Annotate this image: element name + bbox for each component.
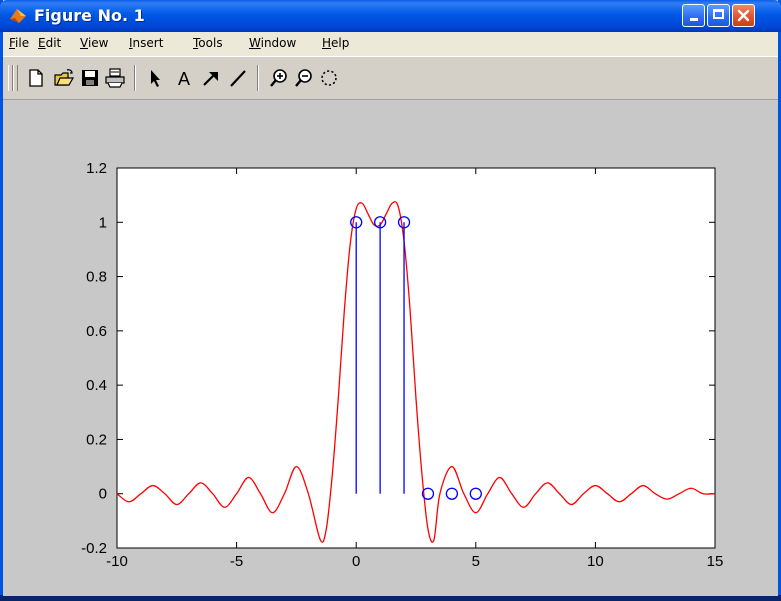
- menu-view[interactable]: View: [80, 36, 109, 50]
- minimize-icon: [689, 18, 698, 21]
- zoom-in-icon[interactable]: [268, 67, 290, 89]
- stem-marker: [469, 487, 482, 500]
- y-tick-label: 0.2: [86, 431, 107, 448]
- stem-marker: [350, 216, 363, 229]
- close-button[interactable]: [732, 4, 755, 27]
- reconstruction-curve: [116, 201, 716, 543]
- zoom-out-icon[interactable]: [293, 67, 315, 89]
- stem-marker: [373, 216, 387, 229]
- minimize-button[interactable]: [682, 4, 705, 27]
- y-tick-label: 0.6: [86, 323, 107, 340]
- menu-insert[interactable]: Insert: [129, 36, 164, 50]
- figure-canvas: -10 -5 0 5 10 15 -0.2 0 0.2 0.4 0.6 0.8 1 1.2: [3, 99, 778, 596]
- title-bar[interactable]: Figure No. 1: [0, 0, 781, 32]
- y-tick-label: -0.2: [81, 540, 107, 557]
- y-tick-label: 0.8: [86, 269, 107, 286]
- x-tick-label: 0: [352, 553, 360, 570]
- close-icon: [737, 9, 750, 22]
- new-icon[interactable]: [25, 67, 47, 89]
- toolbar-separator: [134, 65, 136, 91]
- matlab-icon: [10, 9, 26, 23]
- menu-file[interactable]: File: [9, 36, 30, 50]
- y-tick-label: 0: [99, 486, 107, 503]
- line-icon[interactable]: [227, 67, 249, 89]
- axes-box: [116, 167, 716, 549]
- save-icon[interactable]: [79, 67, 101, 89]
- plot-svg: -10 -5 0 5 10 15 -0.2 0 0.2 0.4 0.6 0.8 1 1.2: [81, 160, 724, 570]
- window-title: Figure No. 1: [34, 6, 145, 25]
- x-tick-label: 5: [472, 553, 480, 570]
- toolbar-grip[interactable]: [8, 65, 13, 91]
- y-tick-label: 1.2: [86, 160, 107, 177]
- svg-text:A: A: [178, 69, 190, 89]
- open-icon[interactable]: [53, 67, 75, 89]
- stem-marker: [397, 216, 411, 229]
- menu-help[interactable]: Help: [322, 36, 350, 50]
- select-arrow-icon[interactable]: [145, 67, 167, 89]
- x-tick-label: 10: [587, 553, 604, 570]
- menu-tools[interactable]: Tools: [193, 36, 223, 50]
- x-tick-label: 15: [707, 553, 724, 570]
- x-tick-label: -5: [230, 553, 243, 570]
- print-icon[interactable]: [104, 67, 126, 89]
- y-tick-label: 0.4: [86, 377, 107, 394]
- arrow-icon[interactable]: [200, 67, 222, 89]
- x-tick-label: -10: [106, 553, 128, 570]
- menu-bar: File Edit View Insert Tools Window Help: [3, 32, 778, 56]
- maximize-button[interactable]: [707, 4, 730, 27]
- y-tick-label: 1: [99, 214, 107, 231]
- stem-marker: [421, 487, 435, 500]
- maximize-icon: [713, 9, 724, 19]
- figure-toolbar: A: [3, 56, 778, 99]
- stem-marker: [445, 487, 459, 500]
- text-icon[interactable]: A: [173, 67, 195, 89]
- menu-edit[interactable]: Edit: [38, 36, 62, 50]
- toolbar-separator-2: [257, 65, 259, 91]
- toolbar-grip-2: [13, 65, 18, 91]
- menu-window[interactable]: Window: [249, 36, 297, 50]
- rotate-icon[interactable]: [318, 67, 340, 89]
